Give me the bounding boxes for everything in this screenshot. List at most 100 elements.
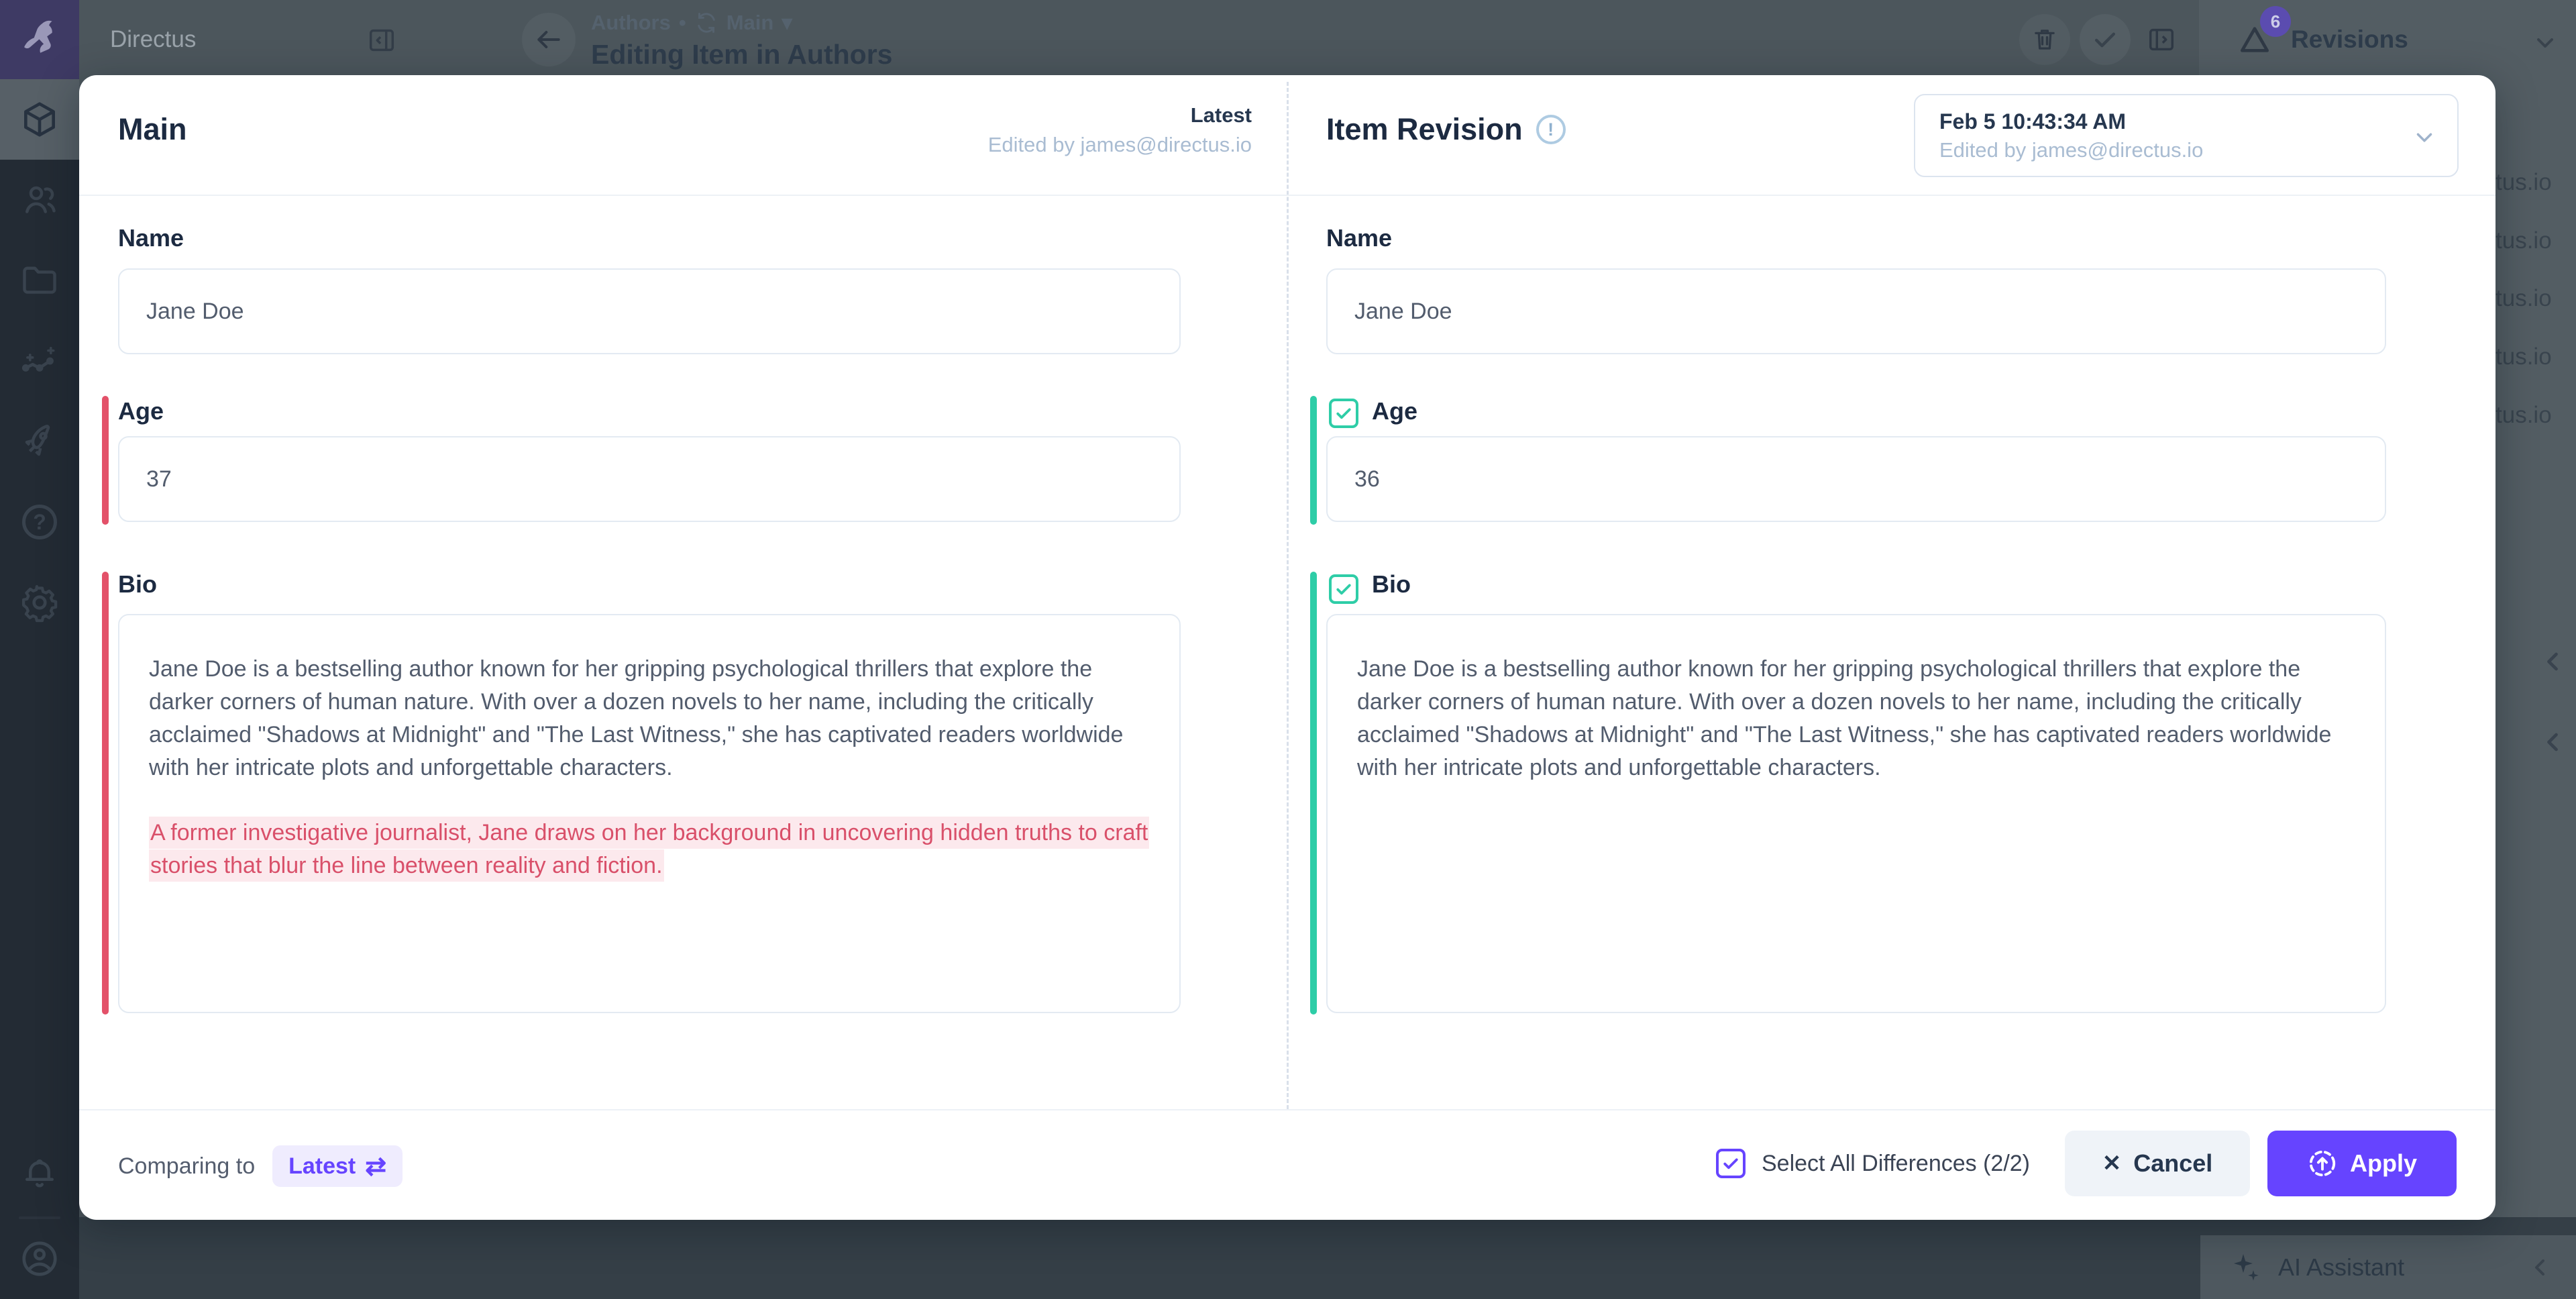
revision-list-item[interactable]: tus.io	[2496, 285, 2552, 311]
revision-indicator-bar	[1310, 572, 1317, 1015]
comparing-target-pill[interactable]: Latest ⇄	[272, 1145, 403, 1187]
checkmark-icon	[1723, 1158, 1738, 1170]
revisions-panel-header[interactable]: 6 Revisions	[2199, 0, 2576, 79]
breadcrumb[interactable]: Authors • Main ▾	[591, 11, 892, 35]
info-icon[interactable]: !	[1536, 115, 1566, 144]
project-name: Directus	[110, 26, 197, 52]
module-content[interactable]	[0, 79, 79, 160]
close-icon: ✕	[2102, 1151, 2122, 1176]
apply-button[interactable]: Apply	[2267, 1131, 2457, 1196]
right-bio-textarea[interactable]: Jane Doe is a bestselling author known f…	[1326, 614, 2386, 1013]
left-meta-primary: Latest	[1190, 103, 1252, 127]
right-pane-title-text: Item Revision	[1326, 112, 1523, 146]
trash-icon	[2035, 30, 2055, 50]
bio-paragraph-added: A former investigative journalist, Jane …	[149, 817, 1150, 882]
comparing-to: Comparing to Latest ⇄	[118, 1145, 403, 1187]
left-name-input[interactable]: Jane Doe	[118, 268, 1181, 354]
revision-dropdown-editor: Edited by james@directus.io	[1939, 138, 2204, 162]
left-age-label: Age	[118, 397, 164, 425]
account-icon	[22, 1241, 57, 1276]
revision-list-item[interactable]: tus.io	[2496, 344, 2552, 370]
comparing-target-value: Latest	[288, 1153, 356, 1179]
changed-indicator-bar	[102, 572, 109, 1015]
checkmark-icon	[1336, 584, 1351, 595]
cancel-button[interactable]: ✕ Cancel	[2065, 1131, 2250, 1196]
directus-logo[interactable]	[0, 0, 79, 79]
rocket-icon	[25, 425, 50, 456]
revision-select-dropdown[interactable]: Feb 5 10:43:34 AM Edited by james@direct…	[1914, 94, 2459, 177]
folder-icon	[23, 266, 56, 294]
select-all-checkbox[interactable]	[1716, 1149, 1746, 1178]
changed-indicator-bar	[102, 396, 109, 525]
left-pane-meta: Latest Edited by james@directus.io	[988, 103, 1252, 157]
sidebar-divider	[19, 1216, 60, 1219]
age-diff-checkbox[interactable]	[1329, 399, 1358, 428]
revision-list-item[interactable]: tus.io	[2496, 227, 2552, 254]
module-settings[interactable]	[0, 562, 79, 643]
module-files[interactable]	[0, 240, 79, 321]
left-bio-textarea[interactable]: Jane Doe is a bestselling author known f…	[118, 614, 1181, 1013]
revision-dropdown-date: Feb 5 10:43:34 AM	[1939, 109, 2127, 134]
breadcrumb-version[interactable]: Main	[726, 11, 774, 34]
left-pane-title: Main	[118, 112, 187, 146]
right-pane-title: Item Revision !	[1326, 112, 1566, 147]
question-icon: ?	[22, 505, 57, 539]
right-bio-label: Bio	[1372, 570, 1411, 598]
dialog-footer: Comparing to Latest ⇄ Select All Differe…	[79, 1110, 2496, 1220]
module-help[interactable]: ?	[0, 482, 79, 562]
module-insights[interactable]	[0, 321, 79, 401]
version-caret-icon[interactable]: ▾	[782, 11, 792, 34]
revisions-delta-icon: 6	[2236, 6, 2291, 58]
version-icon	[697, 13, 715, 33]
revision-indicator-bar	[1310, 396, 1317, 525]
toggle-sidebar-button[interactable]	[2136, 14, 2187, 65]
cube-icon	[24, 102, 55, 137]
sparkle-icon	[2234, 1253, 2259, 1281]
page-title: Editing Item in Authors	[591, 39, 893, 70]
dimmed-content-area	[79, 1217, 2576, 1299]
delete-item-button[interactable]	[2019, 14, 2070, 65]
flow-chevron-icon[interactable]	[2538, 727, 2567, 757]
revisions-collapse-chevron-icon[interactable]	[2532, 30, 2559, 56]
breadcrumb-separator: •	[678, 11, 686, 34]
module-users[interactable]	[0, 160, 79, 240]
bio-paragraph: Jane Doe is a bestselling author known f…	[1357, 656, 2332, 780]
right-name-label: Name	[1326, 224, 1393, 252]
ai-assistant-bar[interactable]: AI Assistant	[2200, 1235, 2576, 1299]
gear-icon	[21, 584, 58, 623]
apply-button-label: Apply	[2349, 1149, 2417, 1177]
collapse-nav-button[interactable]	[366, 25, 397, 56]
toggle-right-panel-icon	[2149, 28, 2174, 51]
bio-diff-checkbox[interactable]	[1329, 574, 1358, 604]
dropdown-chevron-icon	[2412, 125, 2437, 150]
ai-assistant-chevron-icon[interactable]	[2526, 1254, 2553, 1281]
module-marketplace[interactable]	[0, 401, 79, 482]
pane-divider	[1287, 82, 1289, 1109]
select-all-label: Select All Differences (2/2)	[1762, 1150, 2030, 1176]
flow-chevron-icon[interactable]	[2538, 647, 2567, 676]
bio-paragraph: Jane Doe is a bestselling author known f…	[149, 656, 1124, 780]
checkmark-icon	[1336, 408, 1351, 419]
footer-divider	[79, 1109, 2496, 1110]
ai-assistant-label: AI Assistant	[2278, 1253, 2405, 1281]
revision-compare-dialog: Main Latest Edited by james@directus.io …	[79, 75, 2496, 1220]
left-age-input[interactable]: 37	[118, 436, 1181, 522]
comparing-to-label: Comparing to	[118, 1153, 256, 1179]
revisions-panel-title: Revisions	[2291, 25, 2408, 53]
breadcrumb-collection[interactable]: Authors	[591, 11, 671, 34]
users-icon	[25, 186, 56, 213]
left-bio-label: Bio	[118, 570, 157, 598]
right-age-input[interactable]: 36	[1326, 436, 2386, 522]
app-header: Directus Authors • Main ▾ Editing Item i…	[79, 0, 2199, 79]
notifications-button[interactable]	[0, 1137, 79, 1217]
module-bar: ?	[0, 0, 79, 1299]
collapse-sidebar-icon	[369, 29, 394, 52]
right-age-label: Age	[1372, 397, 1418, 425]
account-button[interactable]	[0, 1218, 79, 1299]
right-name-input[interactable]: Jane Doe	[1326, 268, 2386, 354]
save-item-button[interactable]	[2080, 14, 2131, 65]
revision-list-item[interactable]: tus.io	[2496, 402, 2552, 428]
cancel-button-label: Cancel	[2133, 1149, 2213, 1177]
back-button[interactable]	[522, 13, 576, 66]
revision-list-item[interactable]: tus.io	[2496, 169, 2552, 195]
